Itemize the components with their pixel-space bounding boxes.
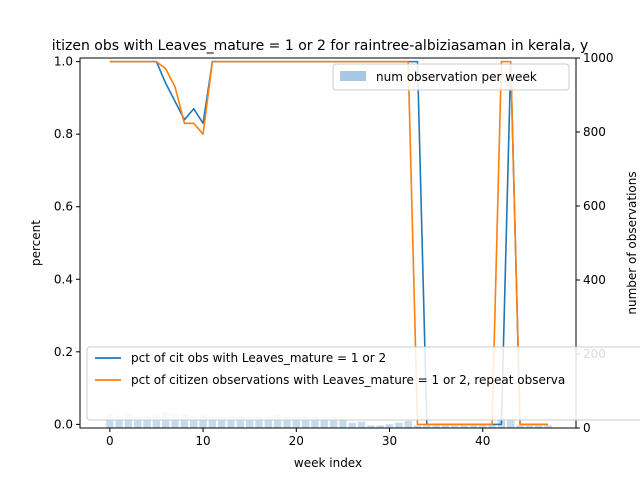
legend-lower: pct of cit obs with Leaves_mature = 1 or…	[86, 346, 640, 421]
bar	[227, 416, 235, 428]
bar	[516, 425, 524, 428]
bar	[385, 424, 394, 428]
bar	[451, 425, 459, 428]
bar	[357, 421, 366, 428]
bar	[311, 416, 319, 428]
series-line-2	[109, 60, 549, 426]
x-axis: 0 10 20 30 40	[106, 428, 490, 448]
bar	[339, 418, 347, 428]
bar	[273, 414, 282, 428]
bar	[106, 413, 114, 428]
x-tick-label: 30	[382, 434, 397, 448]
bar	[413, 425, 422, 428]
bar	[217, 417, 226, 428]
bar	[376, 425, 384, 428]
bar	[199, 413, 207, 428]
bar	[423, 425, 431, 428]
bar	[134, 416, 142, 428]
legend-label-series-2: pct of citizen observations with Leaves_…	[131, 373, 565, 387]
y-tick-label: 0.2	[54, 345, 73, 359]
y2-tick-label: 600	[583, 199, 606, 213]
chart-title: itizen obs with Leaves_mature = 1 or 2 f…	[52, 38, 589, 54]
bar	[348, 422, 356, 428]
y-axis-label: percent	[29, 220, 43, 266]
x-axis-label: week index	[294, 456, 362, 470]
bar	[152, 413, 161, 428]
legend-upper-swatch	[340, 71, 366, 81]
bar	[460, 425, 468, 428]
bar	[171, 413, 179, 428]
legend-upper: num observation per week	[332, 63, 570, 91]
plot-frame	[79, 57, 577, 429]
bar	[190, 415, 198, 428]
bar	[180, 414, 189, 428]
x-tick-label: 0	[106, 434, 114, 448]
bar	[143, 415, 151, 428]
legend-upper-label: num observation per week	[376, 70, 537, 84]
bar	[488, 423, 496, 428]
bar	[292, 417, 301, 428]
bar	[329, 416, 338, 428]
y-tick-label: 0.8	[54, 127, 73, 141]
bar	[264, 416, 273, 428]
bar	[245, 417, 254, 428]
y2-tick-label: 800	[583, 125, 606, 139]
bar	[534, 425, 543, 428]
x-tick-label: 40	[475, 434, 490, 448]
bar	[432, 425, 440, 428]
bar	[469, 425, 478, 428]
legend-label-series-1: pct of cit obs with Leaves_mature = 1 or…	[131, 351, 386, 365]
bar	[367, 425, 375, 428]
bar	[115, 415, 123, 428]
bar	[479, 425, 487, 428]
bar	[208, 416, 217, 428]
bar	[236, 416, 245, 428]
y-tick-label: 1.0	[54, 55, 73, 69]
y-axis-left: 0.0 0.2 0.4 0.6 0.8 1.0	[54, 55, 80, 431]
bar	[525, 425, 534, 428]
y-tick-label: 0.4	[54, 272, 73, 286]
bar	[544, 425, 552, 428]
bar	[124, 414, 133, 428]
bar	[507, 419, 515, 428]
y2-tick-label: 0	[583, 421, 591, 435]
x-tick-label: 20	[289, 434, 304, 448]
legend-upper-box	[332, 63, 570, 91]
bar	[320, 418, 328, 428]
y2-tick-label: 400	[583, 273, 606, 287]
x-tick-label: 10	[195, 434, 210, 448]
line-series	[109, 60, 549, 426]
y2-tick-label: 1000	[583, 51, 614, 65]
y2-axis-label: number of observations	[625, 171, 639, 314]
bar	[255, 417, 263, 428]
y-tick-label: 0.0	[54, 417, 73, 431]
legend-lower-box	[86, 346, 640, 421]
bar	[404, 420, 412, 428]
bar	[283, 417, 291, 428]
bar	[441, 425, 450, 428]
bar	[301, 416, 310, 428]
bar	[395, 422, 403, 428]
y-tick-label: 0.6	[54, 200, 73, 214]
